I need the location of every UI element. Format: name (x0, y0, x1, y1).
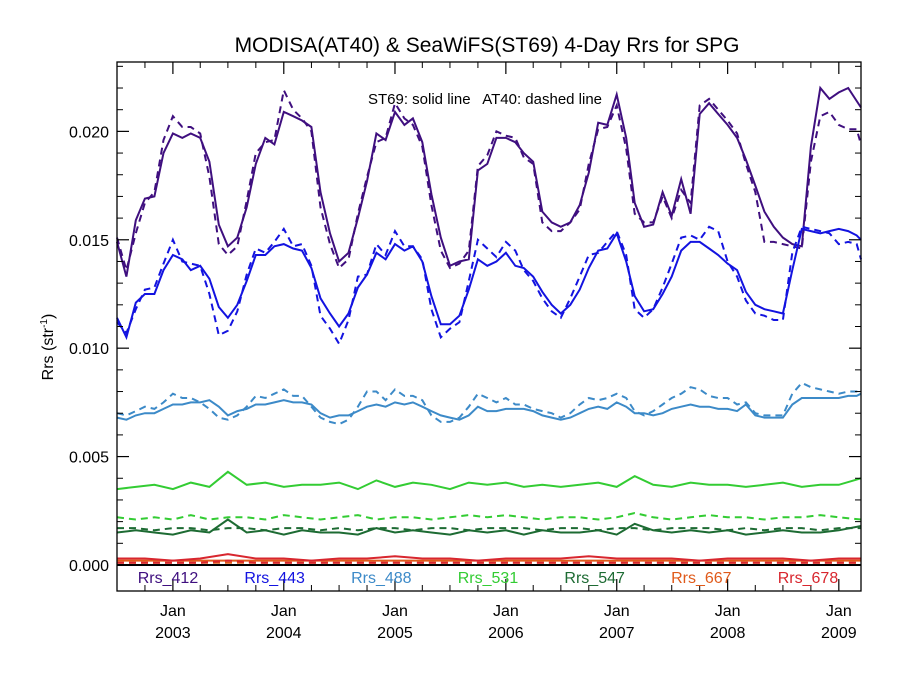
series-line-rrs_547-at40 (117, 527, 861, 532)
series-line-rrs_443-at40 (116, 225, 862, 347)
plot-frame (116, 61, 862, 592)
chart-title: MODISA(AT40) & SeaWiFS(ST69) 4-Day Rrs f… (235, 34, 740, 57)
series-layer (116, 85, 862, 564)
y-tick-label: 0.005 (69, 450, 109, 467)
legend-item-rrs_678: Rrs_678 (778, 570, 839, 587)
y-axis-label-main: Rrs (str (40, 327, 57, 380)
x-tick-label-month: Jan (493, 603, 519, 620)
x-tick-label-month: Jan (826, 603, 852, 620)
x-tick-label-year: 2008 (710, 625, 746, 642)
y-axis-label-superscript: -1 (39, 319, 50, 328)
legend-item-rrs_412: Rrs_412 (138, 570, 199, 587)
y-axis-label: Rrs (str-1) (39, 314, 57, 381)
x-tick-label-year: 2006 (488, 625, 524, 642)
line-style-annotation: ST69: solid line AT40: dashed line (368, 91, 602, 108)
series-line-rrs_678-at40 (117, 559, 861, 564)
y-axis-label-close: ) (40, 314, 57, 319)
legend-item-rrs_667: Rrs_667 (671, 570, 732, 587)
series-line-rrs_678-st69 (117, 553, 861, 562)
x-tick-label-month: Jan (271, 603, 297, 620)
x-tick-label-month: Jan (382, 603, 408, 620)
series-line-rrs_488-st69 (116, 392, 862, 421)
x-tick-label-year: 2004 (266, 625, 302, 642)
series-line-rrs_412-at40 (116, 87, 862, 274)
legend-item-rrs_531: Rrs_531 (458, 570, 519, 587)
x-tick-label-year: 2003 (155, 625, 191, 642)
series-line-rrs_443-st69 (116, 227, 862, 341)
series-line-rrs_547-st69 (116, 518, 862, 536)
axis-layer: 0.000 0.005 0.010 0.015 0.020 Jan 2003 Jan 2004 J… (69, 62, 861, 642)
legend-item-rrs_547: Rrs_547 (564, 570, 625, 587)
x-tick-label-month: Jan (715, 603, 741, 620)
y-tick-label: 0.000 (69, 558, 109, 575)
y-tick-label: 0.015 (69, 233, 109, 250)
y-tick-label: 0.010 (69, 341, 109, 358)
x-tick-label-year: 2007 (599, 625, 635, 642)
x-tick-label-year: 2005 (377, 625, 413, 642)
x-tick-label-month: Jan (160, 603, 186, 620)
legend: Rrs_412 Rrs_443 Rrs_488 Rrs_531 Rrs_547 Rrs_6… (138, 570, 839, 587)
series-line-rrs_488-at40 (116, 381, 861, 426)
y-tick-label: 0.020 (69, 124, 109, 141)
x-tick-label-year: 2009 (821, 625, 857, 642)
legend-item-rrs_443: Rrs_443 (244, 570, 305, 587)
series-line-rrs_412-st69 (116, 85, 862, 277)
series-line-rrs_531-st69 (116, 470, 862, 491)
legend-item-rrs_488: Rrs_488 (351, 570, 412, 587)
series-line-rrs_531-at40 (116, 511, 862, 521)
x-tick-label-month: Jan (604, 603, 630, 620)
